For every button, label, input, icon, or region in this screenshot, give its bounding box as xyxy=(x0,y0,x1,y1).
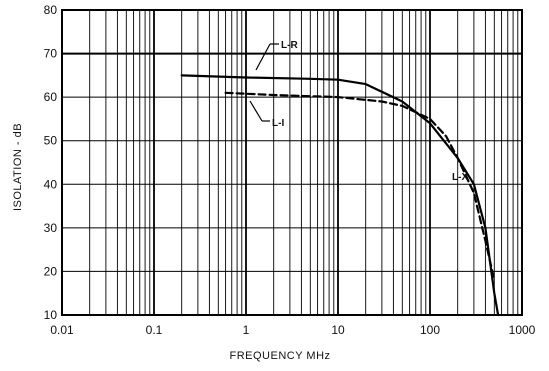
y-tick-label: 70 xyxy=(44,47,58,61)
curve-label-lx: L-X xyxy=(452,172,468,183)
y-tick-label: 30 xyxy=(44,221,58,235)
plot-frame xyxy=(61,9,523,316)
y-tick-label: 40 xyxy=(44,177,58,191)
curve-l-i xyxy=(224,91,496,282)
x-tick-label: 0.1 xyxy=(146,323,163,337)
x-axis-title: FREQUENCY MHz xyxy=(229,350,330,362)
y-tick-label: 60 xyxy=(44,90,58,104)
leader-line xyxy=(249,100,263,122)
y-tick-label: 80 xyxy=(44,3,58,17)
y-axis-title: ISOLATION - dB xyxy=(12,123,24,211)
x-tick-label: 1000 xyxy=(509,323,536,337)
leader-line xyxy=(255,43,271,71)
x-tick-label: 100 xyxy=(420,323,440,337)
y-tick-label: 20 xyxy=(44,264,58,278)
curve-label-lr: L-R xyxy=(281,40,298,51)
y-tick-label: 50 xyxy=(44,134,58,148)
y-tick-label: 10 xyxy=(44,308,58,322)
labels-layer: 0.01 0.1 1 10 100 1000 10 20 30 40 50 60 70 80 L-R L-I L… xyxy=(44,3,536,337)
curves-layer xyxy=(180,74,500,317)
x-tick-label: 1 xyxy=(243,323,250,337)
x-tick-label: 0.01 xyxy=(50,323,74,337)
curve-l-r xyxy=(180,74,500,317)
grid-layer xyxy=(62,10,522,315)
curve-label-li: L-I xyxy=(272,118,284,129)
x-tick-label: 10 xyxy=(331,323,345,337)
